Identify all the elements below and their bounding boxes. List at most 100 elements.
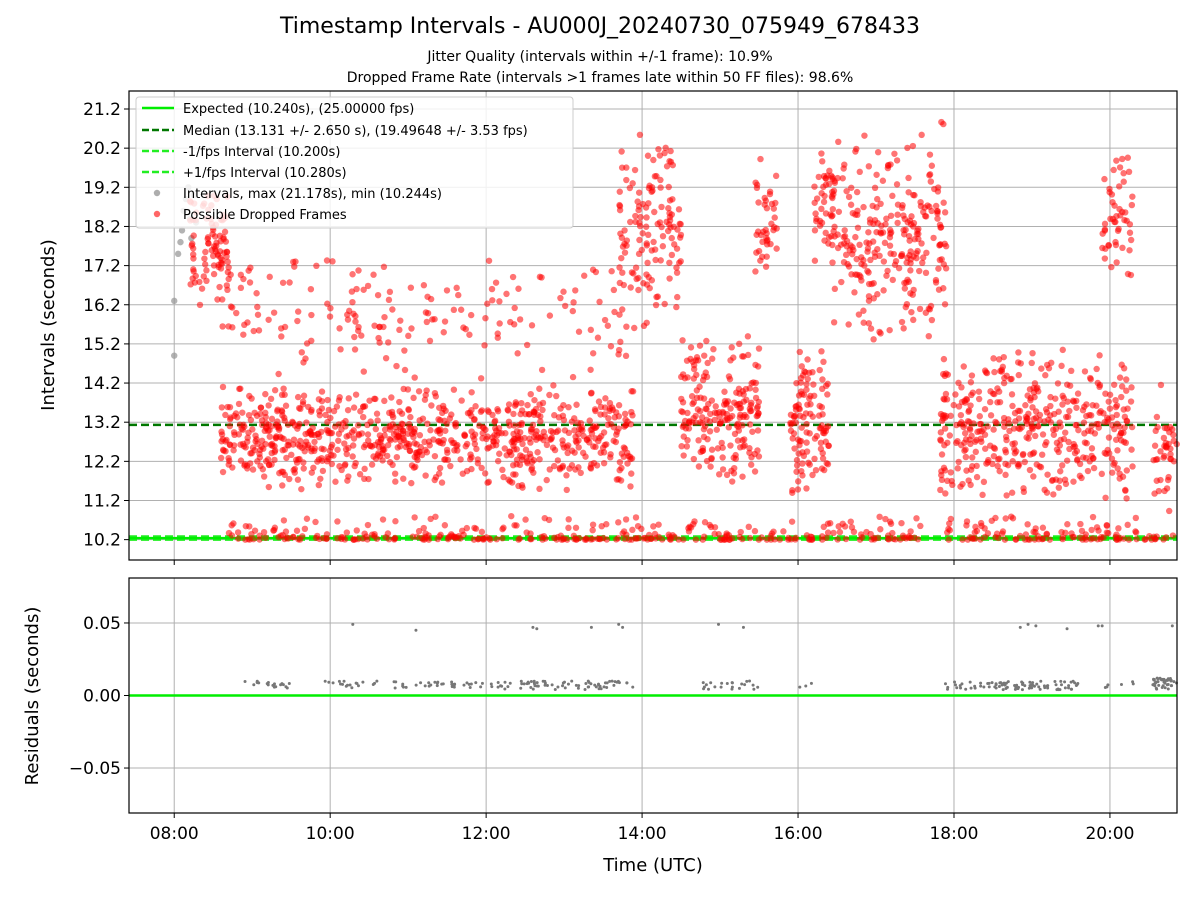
dropped-frame-point [487,536,494,543]
dropped-frame-point [1112,241,1120,249]
dropped-frame-point [438,479,446,486]
dropped-frame-point [515,285,522,292]
dropped-frame-point [845,321,852,328]
dropped-frame-point [1002,460,1009,468]
dropped-frame-point [894,201,902,208]
dropped-frame-point [830,529,837,537]
dropped-frame-point [572,287,579,294]
dropped-frame-point [393,362,400,370]
residual-point [401,685,405,689]
dropped-frame-point [860,307,867,314]
residual-point [531,625,535,629]
dropped-frame-point [245,411,253,419]
dropped-frame-point [451,421,459,428]
residual-point [337,679,341,683]
dropped-frame-point [997,367,1004,375]
dropped-frame-point [512,471,519,478]
dropped-frame-point [620,528,628,535]
dropped-frame-point [1116,475,1123,482]
top-y-axis-label: Intervals (seconds) [38,239,59,411]
dropped-frame-point [422,530,429,537]
dropped-frame-point [680,433,687,440]
dropped-frame-point [1023,417,1030,425]
dropped-frame-point [978,438,985,445]
dropped-frame-point [619,306,626,313]
dropped-frame-point [668,251,676,259]
dropped-frame-point [1024,392,1031,399]
legend-label-dropped: Possible Dropped Frames [183,208,347,223]
dropped-frame-point [828,193,836,200]
dropped-frame-point [303,419,310,426]
dropped-frame-point [703,457,711,465]
dropped-frame-point [467,311,475,319]
dropped-frame-point [865,293,873,300]
dropped-frame-point [379,445,387,452]
residual-point [450,685,454,689]
dropped-frame-point [671,533,678,540]
residual-point [480,681,484,685]
dropped-frame-point [237,284,245,292]
dropped-frame-point [410,394,417,402]
dropped-frame-point [841,227,848,234]
dropped-frame-point [377,439,384,446]
dropped-frame-point [891,150,898,157]
dropped-frame-point [893,157,901,164]
dropped-frame-point [595,437,602,445]
dropped-frame-point [905,278,913,285]
dropped-frame-point [852,211,859,218]
dropped-frame-point [908,213,915,220]
dropped-frame-point [880,287,887,294]
dropped-frame-point [886,326,893,334]
dropped-frame-point [527,535,534,543]
dropped-frame-point [1102,245,1109,252]
dropped-frame-point [1017,360,1024,367]
dropped-frame-point [248,450,255,457]
dropped-frame-point [616,311,623,318]
dropped-frame-point [816,217,824,225]
residual-point [281,683,285,687]
dropped-frame-point [399,427,407,434]
residual-point [617,622,621,626]
dropped-frame-point [563,472,570,479]
dropped-frame-point [631,166,639,174]
dropped-frame-point [744,333,752,340]
dropped-frame-point [908,308,915,316]
dropped-frame-point [984,459,992,466]
dropped-frame-point [247,416,255,424]
residual-point [490,685,494,689]
dropped-frame-point [666,259,673,266]
dropped-frame-point [311,438,318,446]
dropped-frame-point [291,263,298,270]
dropped-frame-point [531,396,538,404]
dropped-frame-point [632,212,639,220]
dropped-frame-point [819,449,826,457]
residual-point [608,679,612,683]
dropped-frame-point [368,461,376,468]
dropped-frame-point [621,249,629,256]
dropped-frame-point [753,249,760,256]
dropped-frame-point [594,535,601,542]
residual-point [586,685,590,689]
dropped-frame-point [815,173,822,181]
dropped-frame-point [315,433,323,441]
dropped-frame-point [332,478,339,485]
dropped-frame-point [1088,445,1096,452]
residual-point [610,679,614,683]
dropped-frame-point [568,462,576,469]
dropped-frame-point [861,262,868,269]
dropped-frame-point [405,440,413,448]
dropped-frame-point [1113,411,1120,419]
dropped-frame-point [1080,419,1088,426]
dropped-frame-point [825,180,833,188]
dropped-frame-point [1110,166,1117,174]
dropped-frame-point [623,421,630,429]
chart-title: Timestamp Intervals - AU000J_20240730_07… [279,14,920,39]
dropped-frame-point [1055,484,1063,491]
dropped-frame-point [679,337,686,344]
dropped-frame-point [640,322,648,330]
dropped-frame-point [431,452,439,460]
dropped-frame-point [848,184,855,191]
residual-point [631,685,635,689]
dropped-frame-point [489,297,496,304]
dropped-frame-point [890,535,897,543]
